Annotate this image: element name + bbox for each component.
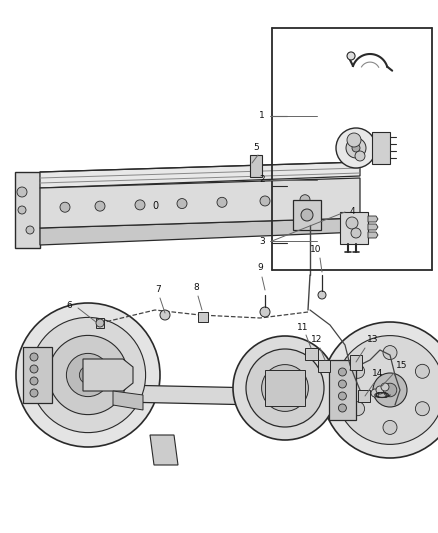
Polygon shape — [318, 385, 365, 405]
Polygon shape — [350, 355, 362, 370]
Polygon shape — [40, 162, 360, 188]
Text: 6: 6 — [66, 301, 72, 310]
Circle shape — [346, 217, 358, 229]
Text: 0: 0 — [152, 201, 158, 212]
Circle shape — [260, 307, 270, 317]
Text: 11: 11 — [297, 324, 309, 333]
Circle shape — [415, 364, 429, 378]
Circle shape — [301, 209, 313, 221]
Polygon shape — [96, 318, 104, 328]
Polygon shape — [40, 178, 360, 228]
Circle shape — [376, 386, 384, 394]
Circle shape — [26, 226, 34, 234]
Circle shape — [96, 319, 104, 327]
Circle shape — [95, 201, 105, 211]
Circle shape — [371, 389, 379, 397]
Circle shape — [350, 364, 364, 378]
Circle shape — [246, 349, 324, 427]
Circle shape — [350, 402, 364, 416]
Circle shape — [30, 365, 38, 373]
Circle shape — [347, 52, 355, 60]
Circle shape — [17, 187, 27, 197]
Polygon shape — [15, 172, 40, 248]
Circle shape — [346, 138, 366, 158]
Text: 8: 8 — [193, 284, 199, 293]
Circle shape — [30, 389, 38, 397]
Circle shape — [381, 383, 389, 391]
Polygon shape — [329, 360, 356, 420]
Polygon shape — [340, 212, 368, 244]
Circle shape — [79, 366, 97, 384]
Text: 2: 2 — [259, 175, 265, 184]
Polygon shape — [113, 391, 143, 410]
Polygon shape — [250, 155, 262, 177]
Text: 1: 1 — [259, 111, 265, 120]
Circle shape — [352, 144, 360, 152]
Text: 5: 5 — [253, 143, 259, 152]
Text: 10: 10 — [310, 246, 322, 254]
Circle shape — [373, 373, 407, 407]
Circle shape — [60, 202, 70, 212]
Circle shape — [339, 380, 346, 388]
Circle shape — [30, 317, 145, 433]
Circle shape — [260, 196, 270, 206]
Circle shape — [160, 310, 170, 320]
Circle shape — [383, 345, 397, 360]
Circle shape — [261, 365, 308, 411]
Circle shape — [383, 421, 397, 434]
Circle shape — [300, 195, 310, 205]
Text: 3: 3 — [259, 237, 265, 246]
Circle shape — [318, 291, 326, 299]
Text: 14: 14 — [372, 369, 383, 378]
Circle shape — [339, 404, 346, 412]
Text: 7: 7 — [155, 286, 161, 295]
Circle shape — [383, 383, 397, 397]
Circle shape — [275, 377, 295, 398]
Text: 15: 15 — [396, 360, 407, 369]
Text: 4: 4 — [350, 207, 356, 216]
Polygon shape — [368, 216, 378, 222]
Circle shape — [30, 353, 38, 361]
Circle shape — [336, 128, 376, 168]
Circle shape — [347, 133, 361, 147]
Circle shape — [415, 402, 429, 416]
Circle shape — [322, 322, 438, 458]
Polygon shape — [372, 132, 390, 164]
Polygon shape — [293, 200, 321, 230]
Polygon shape — [368, 224, 378, 230]
Circle shape — [233, 336, 337, 440]
Polygon shape — [305, 348, 318, 360]
Text: 13: 13 — [367, 335, 378, 344]
Circle shape — [339, 368, 346, 376]
Polygon shape — [318, 360, 330, 372]
Circle shape — [18, 206, 26, 214]
Circle shape — [30, 377, 38, 385]
Polygon shape — [23, 347, 52, 403]
Circle shape — [16, 303, 160, 447]
Circle shape — [67, 353, 110, 397]
Polygon shape — [265, 370, 305, 406]
Circle shape — [336, 336, 438, 445]
Polygon shape — [40, 218, 360, 245]
Polygon shape — [120, 385, 260, 405]
Circle shape — [339, 392, 346, 400]
Circle shape — [351, 228, 361, 238]
Polygon shape — [150, 435, 178, 465]
Text: 9: 9 — [257, 263, 263, 272]
Text: 12: 12 — [311, 335, 323, 344]
Polygon shape — [358, 390, 370, 402]
Circle shape — [355, 151, 365, 161]
Polygon shape — [198, 312, 208, 322]
Circle shape — [177, 199, 187, 208]
Circle shape — [217, 197, 227, 207]
Circle shape — [49, 335, 127, 415]
Polygon shape — [368, 232, 378, 238]
Polygon shape — [83, 359, 133, 391]
Circle shape — [135, 200, 145, 210]
